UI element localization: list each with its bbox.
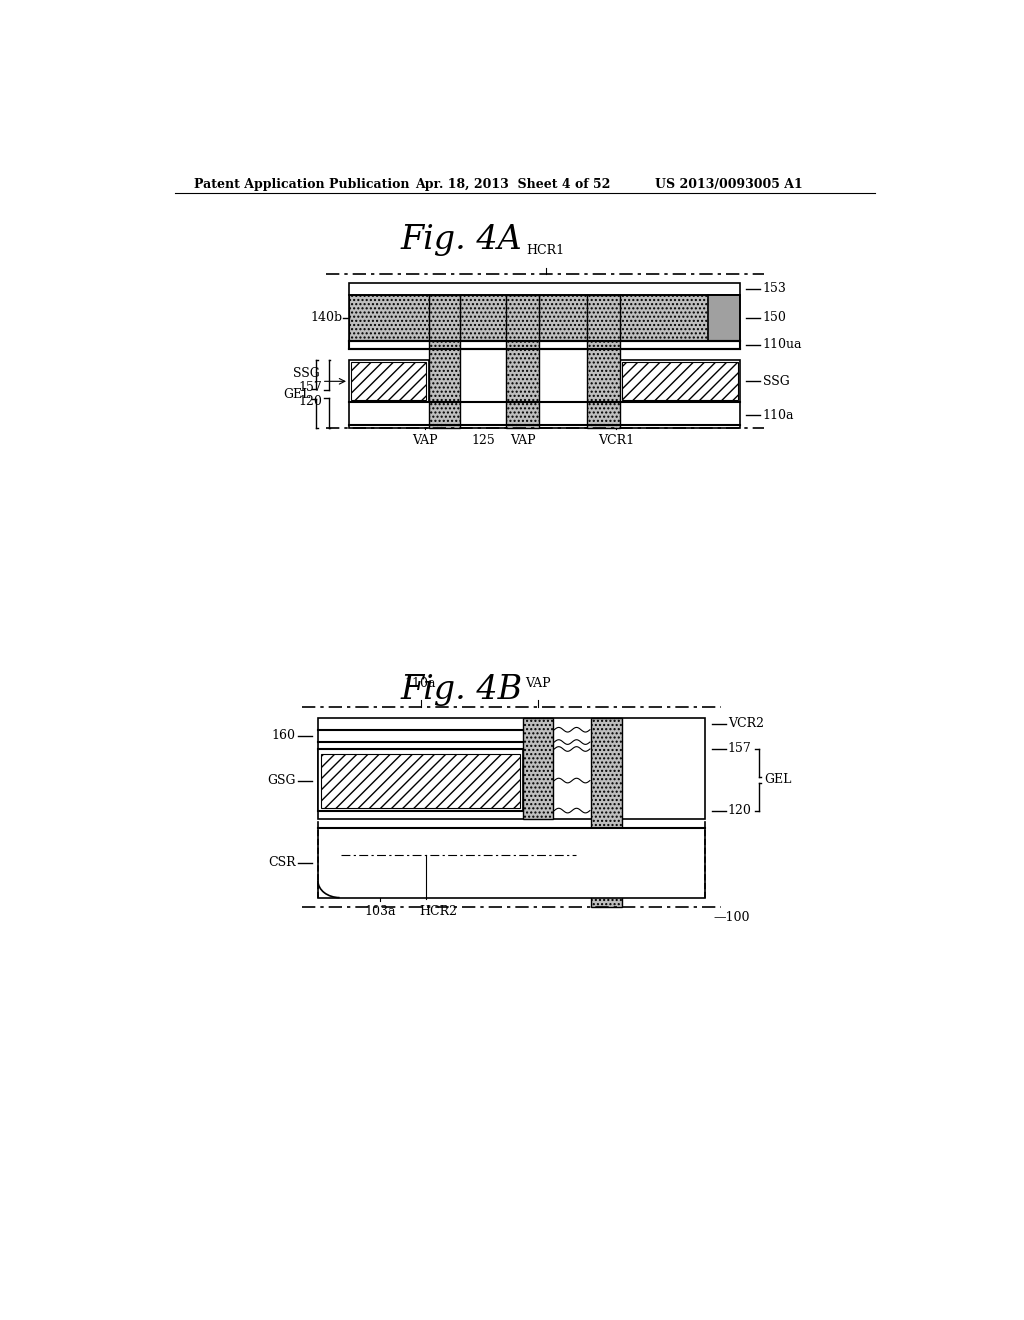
Bar xyxy=(460,294,506,341)
Bar xyxy=(621,360,740,403)
Bar xyxy=(349,294,429,341)
Bar xyxy=(621,294,708,341)
Text: 150: 150 xyxy=(763,312,786,325)
Text: VAP: VAP xyxy=(510,434,536,447)
Bar xyxy=(349,284,740,294)
Text: HCR1: HCR1 xyxy=(526,244,565,257)
Bar xyxy=(587,294,621,428)
Bar xyxy=(351,363,426,400)
Text: 110a: 110a xyxy=(404,677,436,689)
Bar xyxy=(523,718,553,818)
Text: SSG: SSG xyxy=(763,375,790,388)
Text: 157: 157 xyxy=(728,742,752,755)
Text: Fig. 4B: Fig. 4B xyxy=(400,675,522,706)
Text: GSG: GSG xyxy=(267,774,295,787)
Bar xyxy=(349,341,740,348)
Bar xyxy=(708,294,740,341)
Text: 157: 157 xyxy=(299,381,323,395)
Bar xyxy=(506,294,539,428)
Text: HCR2: HCR2 xyxy=(419,906,457,919)
Text: 110a: 110a xyxy=(763,409,795,421)
Text: 153: 153 xyxy=(763,282,786,296)
Bar xyxy=(429,294,460,428)
Bar xyxy=(349,360,429,403)
Text: CSR: CSR xyxy=(267,857,295,870)
Bar xyxy=(539,294,587,341)
Text: 103a: 103a xyxy=(365,906,395,919)
Bar xyxy=(317,829,706,898)
Text: VCR2: VCR2 xyxy=(728,718,764,730)
Text: 160: 160 xyxy=(271,730,295,742)
Text: 120: 120 xyxy=(728,804,752,817)
Text: VAP: VAP xyxy=(412,434,437,447)
Text: SSG: SSG xyxy=(293,367,319,380)
Bar xyxy=(623,363,738,400)
Text: VAP: VAP xyxy=(525,677,551,689)
Text: Apr. 18, 2013  Sheet 4 of 52: Apr. 18, 2013 Sheet 4 of 52 xyxy=(415,178,610,190)
Bar xyxy=(317,748,523,810)
Text: GEL: GEL xyxy=(283,388,310,400)
Text: 140b: 140b xyxy=(310,312,343,325)
Bar xyxy=(592,718,623,907)
Bar xyxy=(321,754,520,808)
Bar xyxy=(317,718,706,818)
Text: —100: —100 xyxy=(713,911,750,924)
Text: Patent Application Publication: Patent Application Publication xyxy=(194,178,410,190)
Text: 125: 125 xyxy=(471,434,495,447)
Bar xyxy=(349,403,740,428)
Text: VCR1: VCR1 xyxy=(598,434,634,447)
Text: GEL: GEL xyxy=(764,774,792,787)
Text: US 2013/0093005 A1: US 2013/0093005 A1 xyxy=(655,178,803,190)
Text: 110ua: 110ua xyxy=(763,338,802,351)
Text: Fig. 4A: Fig. 4A xyxy=(400,224,522,256)
Text: 120: 120 xyxy=(299,395,323,408)
Bar xyxy=(349,294,740,341)
